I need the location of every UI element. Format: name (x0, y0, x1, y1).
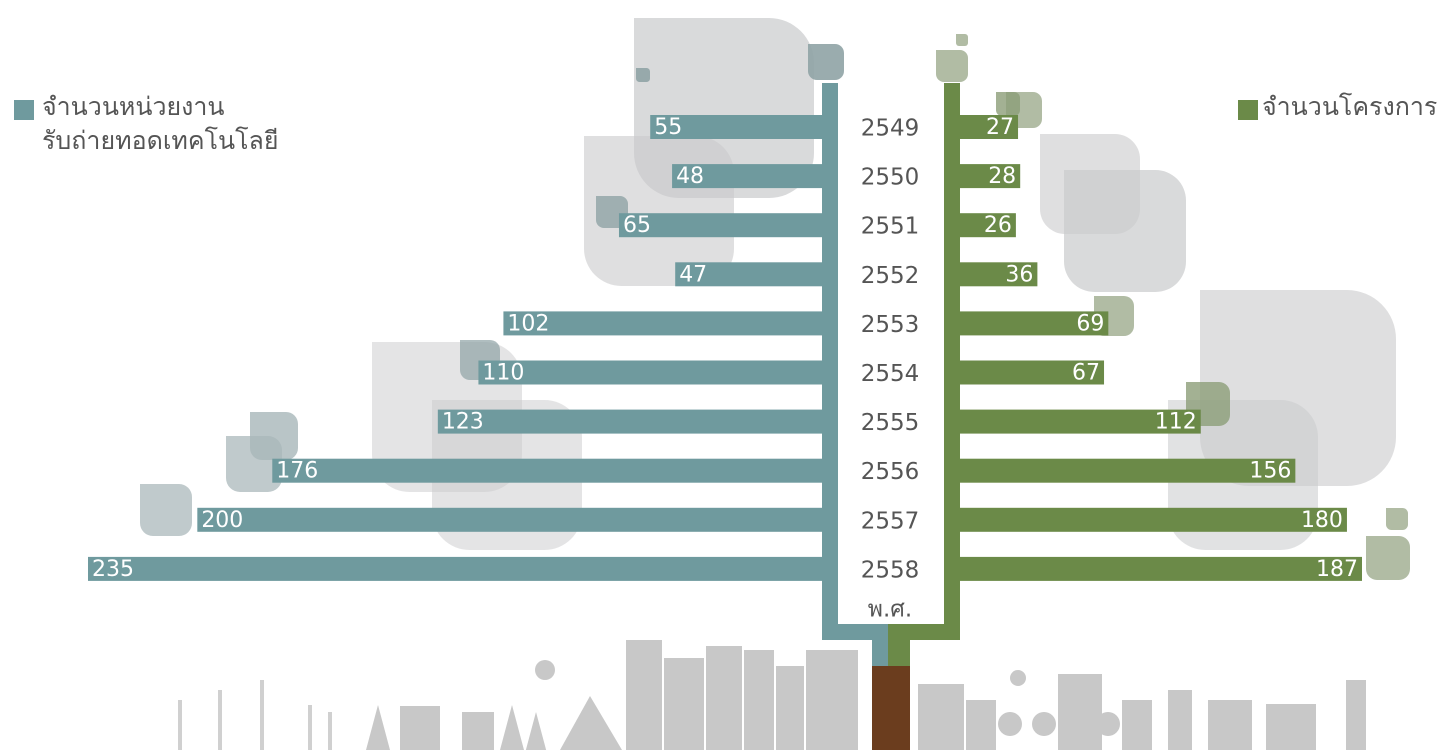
bar (650, 115, 822, 139)
category-label: 2552 (861, 263, 920, 289)
category-label: 2556 (861, 459, 920, 485)
building (776, 666, 804, 750)
building (664, 658, 704, 750)
bar (960, 115, 1019, 139)
building (744, 650, 774, 750)
bar (618, 213, 822, 238)
value-label: 180 (1301, 508, 1343, 533)
value-label: 36 (1005, 262, 1033, 287)
leaf-decoration (140, 484, 192, 536)
building (1266, 704, 1316, 750)
decoration (535, 660, 555, 680)
value-label: 26 (984, 213, 1012, 238)
bar (478, 360, 822, 385)
value-label: 102 (507, 311, 549, 336)
trunk (822, 83, 838, 640)
trunk (872, 624, 888, 666)
decoration (998, 712, 1022, 736)
decoration (1032, 712, 1056, 736)
building (1168, 690, 1192, 750)
bar (197, 507, 822, 532)
value-label: 156 (1249, 459, 1291, 484)
value-label: 123 (442, 410, 484, 435)
leaf-decoration (956, 34, 968, 46)
leaf-decoration (1366, 536, 1410, 580)
category-label: 2554 (861, 361, 920, 387)
building (626, 640, 662, 750)
value-label: 27 (986, 115, 1014, 140)
legend-label: จำนวนโครงการ (1262, 92, 1438, 121)
bar (960, 507, 1347, 532)
building (1122, 700, 1152, 750)
mountain (560, 696, 622, 750)
trunk-base (872, 666, 910, 750)
tree-decoration (525, 712, 547, 750)
building (400, 706, 440, 750)
building (966, 700, 996, 750)
value-label: 112 (1155, 410, 1197, 435)
value-label: 235 (92, 557, 134, 582)
value-label: 55 (654, 115, 682, 140)
bar (272, 458, 822, 483)
bar (960, 556, 1362, 581)
value-label: 176 (276, 459, 318, 484)
tree-decoration (500, 705, 524, 750)
trunk (944, 83, 960, 640)
category-label: 2557 (861, 508, 920, 534)
leaf-decoration (996, 92, 1020, 116)
bar (672, 164, 822, 189)
bar (960, 164, 1021, 189)
value-label: 200 (201, 508, 243, 533)
bar (503, 311, 822, 336)
building (1058, 674, 1102, 750)
decoration (1010, 670, 1026, 686)
category-label: 2549 (861, 116, 920, 142)
legend-swatch (1238, 100, 1258, 120)
leaf-decoration (1386, 508, 1408, 530)
leaf-decoration (936, 50, 968, 82)
value-label: 47 (679, 262, 707, 287)
bar (960, 262, 1038, 287)
leaf-decoration (1064, 170, 1186, 292)
building (806, 650, 858, 750)
category-label: 2553 (861, 312, 920, 338)
trunk (888, 624, 910, 666)
category-label: 2555 (861, 410, 920, 436)
bar (88, 556, 822, 581)
value-label: 67 (1072, 361, 1100, 386)
building (706, 646, 742, 750)
building (462, 712, 494, 750)
building (1208, 700, 1252, 750)
axis-label: พ.ศ. (868, 597, 912, 623)
category-label: 2551 (861, 214, 920, 240)
building (918, 684, 964, 750)
value-label: 187 (1316, 557, 1358, 582)
bar (960, 311, 1109, 336)
value-label: 69 (1076, 311, 1104, 336)
bar (960, 409, 1201, 434)
legend-swatch (14, 100, 34, 120)
bar (960, 458, 1296, 483)
leaf-decoration (808, 44, 844, 80)
value-label: 65 (623, 213, 651, 238)
category-label: 2558 (861, 557, 920, 583)
category-label: 2550 (861, 165, 920, 191)
leaf-decoration (250, 412, 298, 460)
bar (960, 360, 1105, 385)
value-label: 110 (482, 361, 524, 386)
leaf-decoration (636, 68, 650, 82)
decoration (1096, 712, 1120, 736)
value-label: 28 (988, 164, 1016, 189)
legend-label: จำนวนหน่วยงาน รับถ่ายทอดเทคโนโลยี (42, 92, 279, 155)
bar (960, 213, 1016, 238)
tree-decoration (366, 705, 390, 750)
bar (437, 409, 822, 434)
building (1346, 680, 1366, 750)
value-label: 48 (676, 164, 704, 189)
bar (675, 262, 822, 287)
